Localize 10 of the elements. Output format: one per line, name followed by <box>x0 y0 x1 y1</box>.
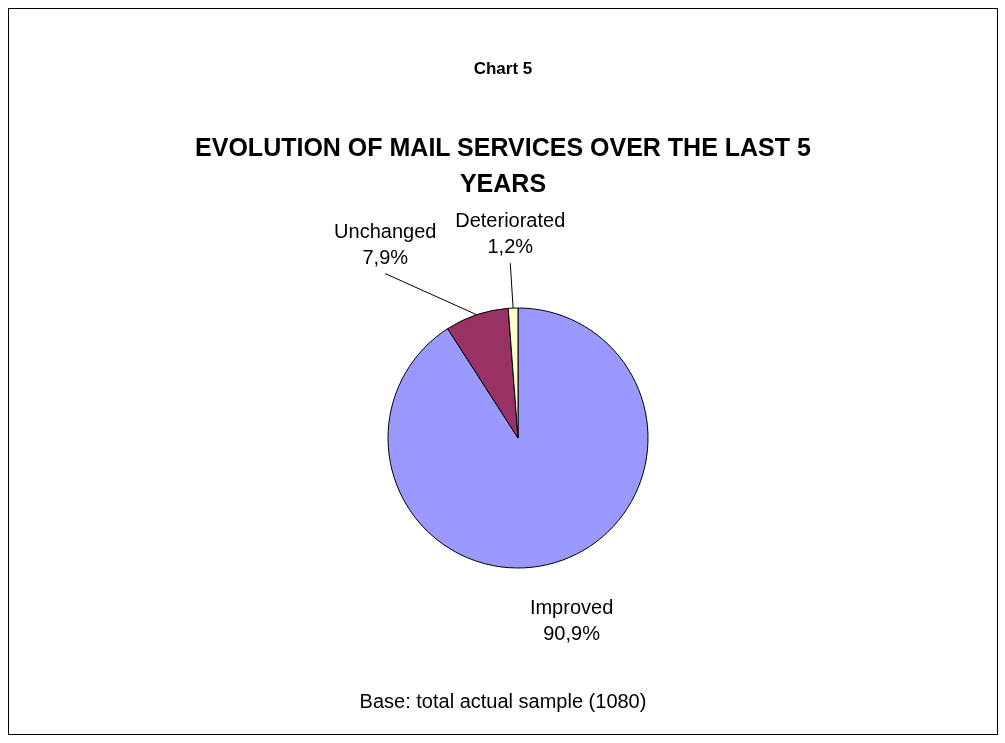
slice-label: Unchanged <box>334 219 437 242</box>
data-label: 7,9% <box>362 245 409 268</box>
text: Base: total actual sample (1080) <box>359 690 647 712</box>
chart-title: Chart 5 <box>473 59 533 78</box>
data-label: 1,2% <box>487 235 534 258</box>
chart-subtitle: EVOLUTION OF MAIL SERVICES OVER THE LAST 5 YEARS <box>195 133 811 197</box>
pie-slice <box>387 307 649 569</box>
slice-label: Deteriorated <box>455 209 566 232</box>
data-label: 90,9% <box>543 622 601 645</box>
slice-label: Improved <box>529 596 614 619</box>
